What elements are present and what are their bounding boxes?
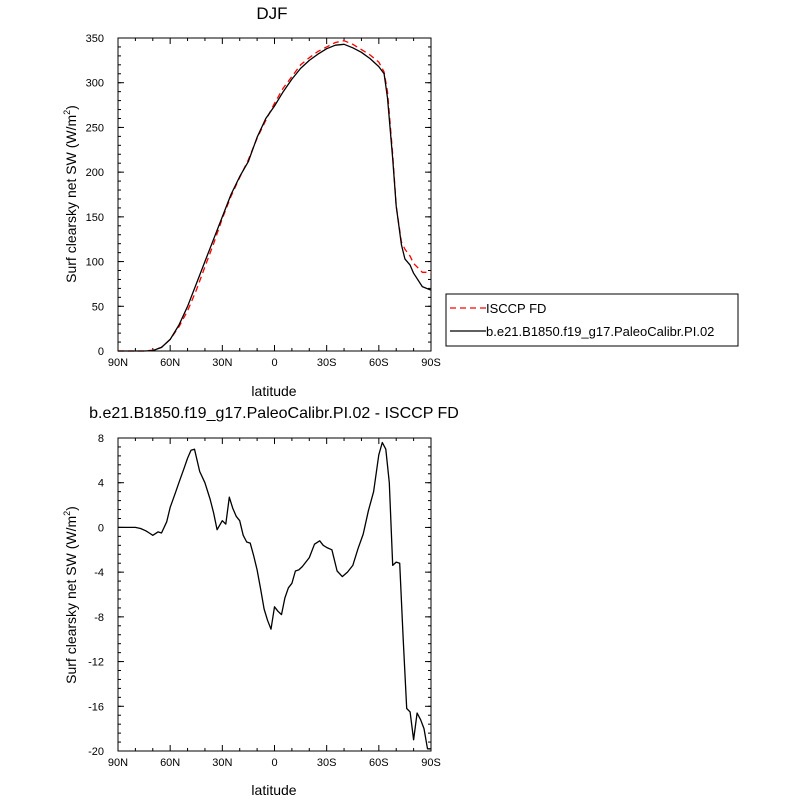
bottom-chart-y-tick-label: -8	[94, 612, 104, 624]
top-chart-x-tick-label: 0	[271, 357, 277, 369]
top-chart-panel: DJF 90N 60N 30N 0 30S 60S 90S 0 50 100 150 200 250 30…	[62, 4, 441, 399]
legend: ISCCP FD b.e21.B1850.f19_g17.PaleoCalibr…	[445, 293, 739, 347]
top-chart-y-tick-label: 150	[86, 212, 104, 224]
top-chart-y-tick-label: 200	[86, 167, 104, 179]
top-chart-y-axis-label-sup: 2	[62, 110, 72, 115]
bottom-chart-x-tick-label: 60S	[369, 757, 389, 769]
bottom-chart-y-tick-label: -16	[88, 701, 104, 713]
bottom-chart-x-tick-label: 90S	[421, 757, 441, 769]
bottom-chart-frame	[117, 437, 432, 752]
top-chart-y-tick-label: 350	[86, 33, 104, 45]
bottom-chart-y-axis-label-main: Surf clearsky net SW (W/m	[63, 516, 79, 684]
bottom-chart-y-axis-label-tail: )	[63, 506, 79, 511]
top-chart-y-tick-label: 300	[86, 78, 104, 90]
bottom-chart-x-tick-label: 90N	[108, 757, 128, 769]
bottom-chart-title: b.e21.B1850.f19_g17.PaleoCalibr.PI.02 - …	[89, 405, 459, 422]
top-chart-x-tick-label: 90N	[108, 357, 128, 369]
top-chart-frame	[117, 37, 432, 352]
bottom-chart-panel: b.e21.B1850.f19_g17.PaleoCalibr.PI.02 - …	[62, 405, 459, 798]
legend-label-isccp-fd: ISCCP FD	[486, 301, 546, 316]
top-chart-y-axis-label: Surf clearsky net SW (W/m2)	[62, 105, 79, 283]
bottom-chart-y-tick-label: -12	[88, 657, 104, 669]
bottom-chart-x-tick-label: 30S	[317, 757, 337, 769]
bottom-chart-x-axis-label: latitude	[251, 782, 296, 798]
top-chart-y-axis-label-tail: )	[63, 105, 79, 110]
top-chart-x-axis-label: latitude	[251, 383, 296, 399]
bottom-chart-plot: 90N 60N 30N 0 30S 60S 90S -20 -16 -12 -8 -4 0 4 8	[88, 433, 441, 769]
bottom-chart-series-line-0	[118, 441, 431, 750]
bottom-chart-x-tick-label: 0	[271, 757, 277, 769]
bottom-chart-y-axis-label-sup: 2	[62, 511, 72, 516]
bottom-chart-y-axis-label: Surf clearsky net SW (W/m2)	[62, 506, 79, 684]
legend-label-model: b.e21.B1850.f19_g17.PaleoCalibr.PI.02	[486, 324, 714, 339]
top-chart-y-tick-label: 0	[98, 346, 104, 358]
top-chart-x-tick-label: 60S	[369, 357, 389, 369]
top-chart-title: DJF	[256, 4, 287, 23]
top-chart-series-line-0	[118, 40, 431, 352]
top-chart-y-tick-label: 250	[86, 122, 104, 134]
top-chart-series-line-1	[118, 43, 432, 352]
top-chart-y-tick-label: 100	[86, 257, 104, 269]
bottom-chart-y-tick-label: 8	[98, 433, 104, 445]
top-chart-x-tick-label: 30S	[317, 357, 337, 369]
bottom-chart-y-tick-label: -4	[94, 567, 104, 579]
top-chart-x-tick-label: 30N	[212, 357, 232, 369]
top-chart-plot: 90N 60N 30N 0 30S 60S 90S 0 50 100 150 200 250 300 350	[86, 33, 441, 369]
bottom-chart-x-tick-label: 30N	[212, 757, 232, 769]
bottom-chart-y-tick-label: -20	[88, 746, 104, 758]
bottom-chart-y-tick-label: 0	[98, 522, 104, 534]
legend-box	[445, 293, 739, 347]
top-chart-x-tick-label: 90S	[421, 357, 441, 369]
bottom-chart-y-tick-label: 4	[98, 478, 104, 490]
bottom-chart-x-tick-label: 60N	[160, 757, 180, 769]
top-chart-y-axis-label-main: Surf clearsky net SW (W/m	[63, 115, 79, 283]
top-chart-y-tick-label: 50	[92, 301, 104, 313]
top-chart-x-tick-label: 60N	[160, 357, 180, 369]
